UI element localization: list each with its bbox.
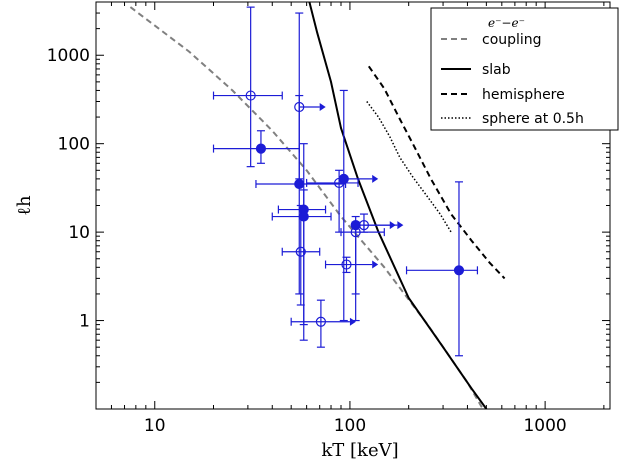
legend-hemisphere-label: hemisphere [482, 87, 565, 103]
data-point [255, 94, 347, 295]
points-layer [212, 6, 479, 357]
curve-slab [308, 2, 488, 409]
data-point [324, 256, 379, 274]
data-point [405, 181, 479, 357]
lower-limit-arrow [349, 317, 356, 326]
marker-filled [298, 211, 309, 222]
marker-open [295, 246, 306, 257]
data-point [340, 221, 385, 322]
legend: e⁻−e⁻ coupling slab hemisphere sphere at… [430, 7, 619, 131]
y-tick-label: 100 [58, 135, 90, 155]
x-axis-label: kT [keV] [321, 440, 398, 461]
x-tick-label: 1000 [523, 416, 566, 436]
legend-slab-label: slab [482, 62, 511, 78]
data-point [338, 89, 379, 322]
y-tick-label: 1000 [47, 46, 90, 66]
lower-limit-arrow [397, 221, 404, 230]
legend-ee-coupling-math: e⁻−e⁻ [488, 16, 525, 30]
legend-sphere-label: sphere at 0.5h [482, 111, 584, 127]
marker-open [315, 316, 327, 327]
data-point [281, 204, 321, 306]
marker-filled [453, 265, 465, 276]
lower-limit-arrow [372, 174, 379, 183]
marker-open [341, 259, 352, 270]
data-point [212, 6, 283, 168]
y-tick-label: 1 [79, 312, 90, 332]
curve-hemisphere [367, 65, 506, 280]
marker-open [358, 220, 370, 231]
data-point [358, 213, 404, 233]
curves-layer [129, 2, 506, 409]
data-point [271, 143, 332, 341]
y-tick-label: 10 [68, 223, 90, 243]
marker-filled [294, 178, 305, 190]
marker-filled [338, 173, 349, 184]
data-point [212, 130, 300, 164]
x-tick-label: 10 [144, 416, 166, 436]
lower-limit-arrow [319, 102, 326, 111]
lower-limit-arrow [372, 260, 379, 269]
marker-filled [255, 143, 267, 154]
legend-ee-coupling-label: coupling [482, 32, 542, 48]
x-tick-label: 100 [334, 416, 366, 436]
marker-open [245, 90, 256, 101]
y-axis-label: ℓh [14, 195, 35, 216]
data-point [290, 299, 356, 348]
